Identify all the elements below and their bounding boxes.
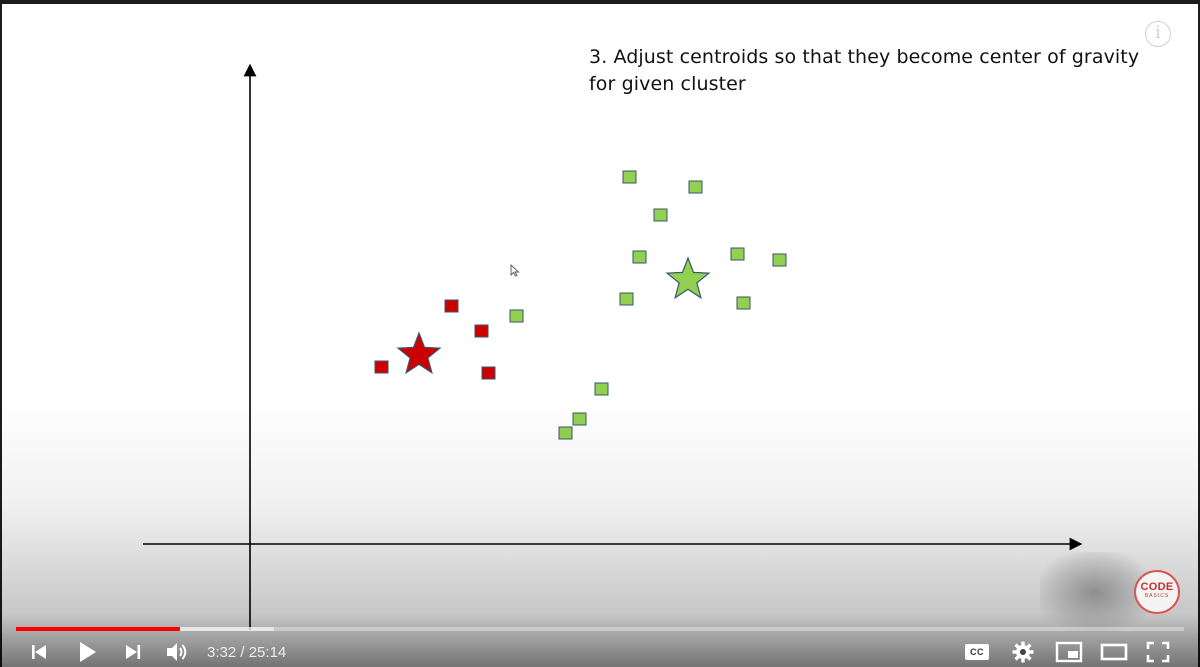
play-button[interactable] [72,636,102,667]
slide-title-line-2: for given cluster [589,73,746,95]
watermark-text-basics: BASICS [1144,593,1170,599]
volume-button[interactable] [162,636,192,667]
slide-title-line-1: 3. Adjust centroids so that they become … [589,46,1140,68]
blurred-webcam-region [1040,552,1150,632]
green-point [688,180,703,194]
fullscreen-button[interactable] [1143,636,1173,667]
green-point [619,292,634,306]
red-point [444,299,459,313]
green-centroid-star [665,256,711,300]
previous-button[interactable] [26,636,52,667]
green-point [653,208,668,222]
channel-watermark[interactable]: CODE BASICS [1134,570,1180,614]
settings-button[interactable] [1008,636,1038,667]
green-point [622,170,637,184]
green-point [632,250,647,264]
player-frame-right [1198,0,1200,667]
play-icon [80,641,96,662]
red-point [481,366,496,380]
next-icon [126,644,141,659]
duration: 25:14 [248,644,287,661]
time-display: 3:32 / 25:14 [207,644,286,661]
red-centroid-star [396,331,442,375]
subtitles-button[interactable]: CC [962,636,992,667]
cc-icon: CC [965,643,989,660]
cc-label: CC [970,646,984,657]
green-point [594,382,609,396]
volume-icon [167,642,187,661]
player-frame-top [0,0,1200,4]
player-frame-left [0,0,2,667]
miniplayer-button[interactable] [1053,636,1085,667]
red-point [374,360,389,374]
next-button[interactable] [120,636,146,667]
previous-icon [32,644,46,659]
mouse-cursor-icon [510,264,520,277]
fullscreen-icon [1146,641,1170,662]
green-point [509,309,524,323]
info-button[interactable]: i [1145,21,1171,47]
watermark-text-code: CODE [1140,581,1174,593]
player-controls: 3:32 / 25:14 CC [0,636,1200,667]
red-point [474,324,489,338]
info-icon: i [1155,23,1161,43]
miniplayer-icon [1055,641,1083,662]
green-point [730,247,745,261]
green-point [558,426,573,440]
theater-icon [1100,643,1128,660]
green-point [736,296,751,310]
current-time: 3:32 [207,644,237,661]
settings-icon [1012,641,1034,662]
progress-played [16,627,180,631]
time-separator: / [236,644,249,661]
green-point [572,412,587,426]
progress-bar[interactable] [16,627,1184,631]
theater-mode-button[interactable] [1098,636,1130,667]
green-point [772,253,787,267]
slide-title: 3. Adjust centroids so that they become … [589,44,1149,98]
